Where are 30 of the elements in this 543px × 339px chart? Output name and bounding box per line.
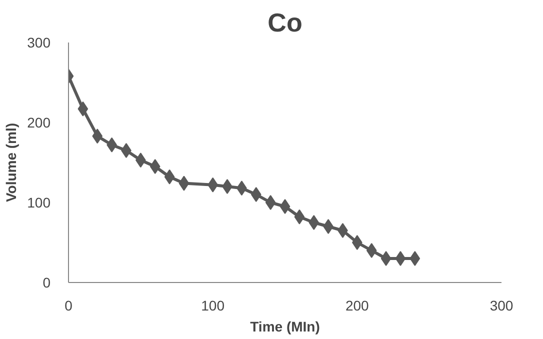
point [395,251,406,266]
x-tick-label: 300 [490,298,514,314]
y-tick-label: 0 [42,274,51,290]
point [178,176,190,191]
point [250,187,262,202]
point [150,159,160,174]
y-tick-label: 100 [27,194,51,210]
point [121,143,132,158]
point [338,223,348,238]
chart-title: Co [268,8,302,38]
x-tick-label: 200 [345,298,370,314]
point [308,215,320,230]
point [78,101,88,116]
x-tick-label: 0 [64,298,73,314]
x-tick-label: 100 [201,298,225,314]
point [366,243,377,258]
point [265,195,276,210]
point [280,199,290,214]
point [380,251,392,266]
point [352,235,362,250]
point [410,251,420,266]
point [164,169,175,184]
point [92,128,103,144]
point [222,179,232,194]
x-axis-title: Time (MIn) [250,318,320,334]
y-tick-label: 200 [27,114,51,130]
point [294,209,305,224]
point [323,219,334,234]
y-axis-title: Volume (ml) [3,122,20,202]
y-tick-label: 300 [27,34,51,50]
